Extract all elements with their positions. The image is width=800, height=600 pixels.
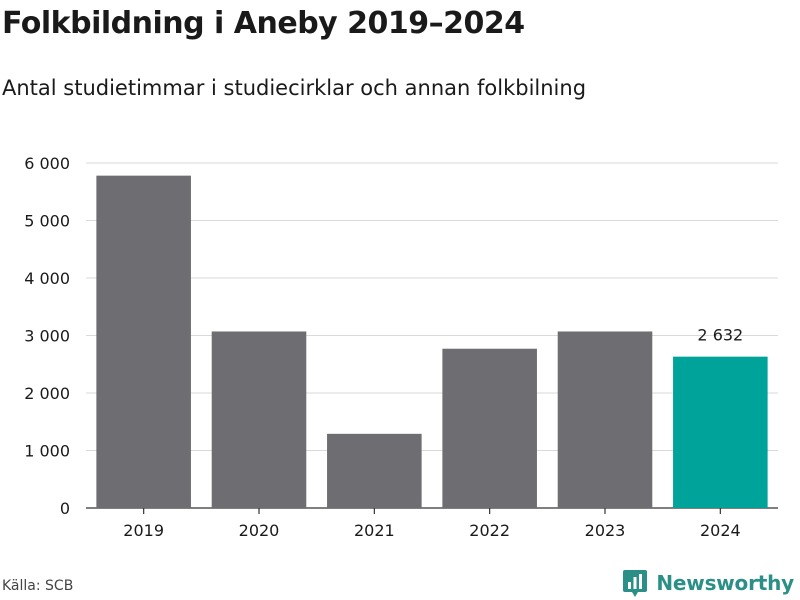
brand-logo: Newsworthy xyxy=(622,568,794,598)
chart-subtitle: Antal studietimmar i studiecirklar och a… xyxy=(2,76,587,100)
x-tick-label: 2020 xyxy=(239,521,280,540)
x-tick-label: 2021 xyxy=(354,521,395,540)
newsworthy-logo-icon xyxy=(623,570,648,597)
x-tick-label: 2019 xyxy=(123,521,164,540)
x-tick-labels: 2019 2020 2021 2022 2023 2024 xyxy=(123,508,741,540)
bar-2022 xyxy=(442,348,537,508)
source-note: Källa: SCB xyxy=(2,578,74,594)
y-tick-label: 6 000 xyxy=(24,154,70,173)
y-tick-label: 3 000 xyxy=(24,327,70,346)
bar-2023 xyxy=(557,331,653,508)
bar-2024 xyxy=(673,356,768,508)
y-tick-labels: 0 1 000 2 000 3 000 4 000 5 000 6 000 xyxy=(24,154,70,518)
y-tick-label: 1 000 xyxy=(24,442,70,461)
x-tick-label: 2022 xyxy=(469,521,510,540)
y-tick-label: 2 000 xyxy=(24,384,70,403)
x-tick-label: 2024 xyxy=(700,521,741,540)
y-tick-label: 4 000 xyxy=(24,269,70,288)
x-tick-label: 2023 xyxy=(585,521,626,540)
bar-2019 xyxy=(96,175,191,508)
y-tick-label: 5 000 xyxy=(24,212,70,231)
bars xyxy=(96,175,768,508)
y-tick-label: 0 xyxy=(60,499,70,518)
chart-title: Folkbildning i Aneby 2019–2024 xyxy=(2,6,525,41)
data-labels: 2 632 xyxy=(697,326,743,345)
data-label-2024: 2 632 xyxy=(697,326,743,345)
gridlines xyxy=(86,162,778,509)
brand-name: Newsworthy xyxy=(656,571,794,595)
bar-2021 xyxy=(327,433,422,508)
bar-2020 xyxy=(211,331,307,508)
